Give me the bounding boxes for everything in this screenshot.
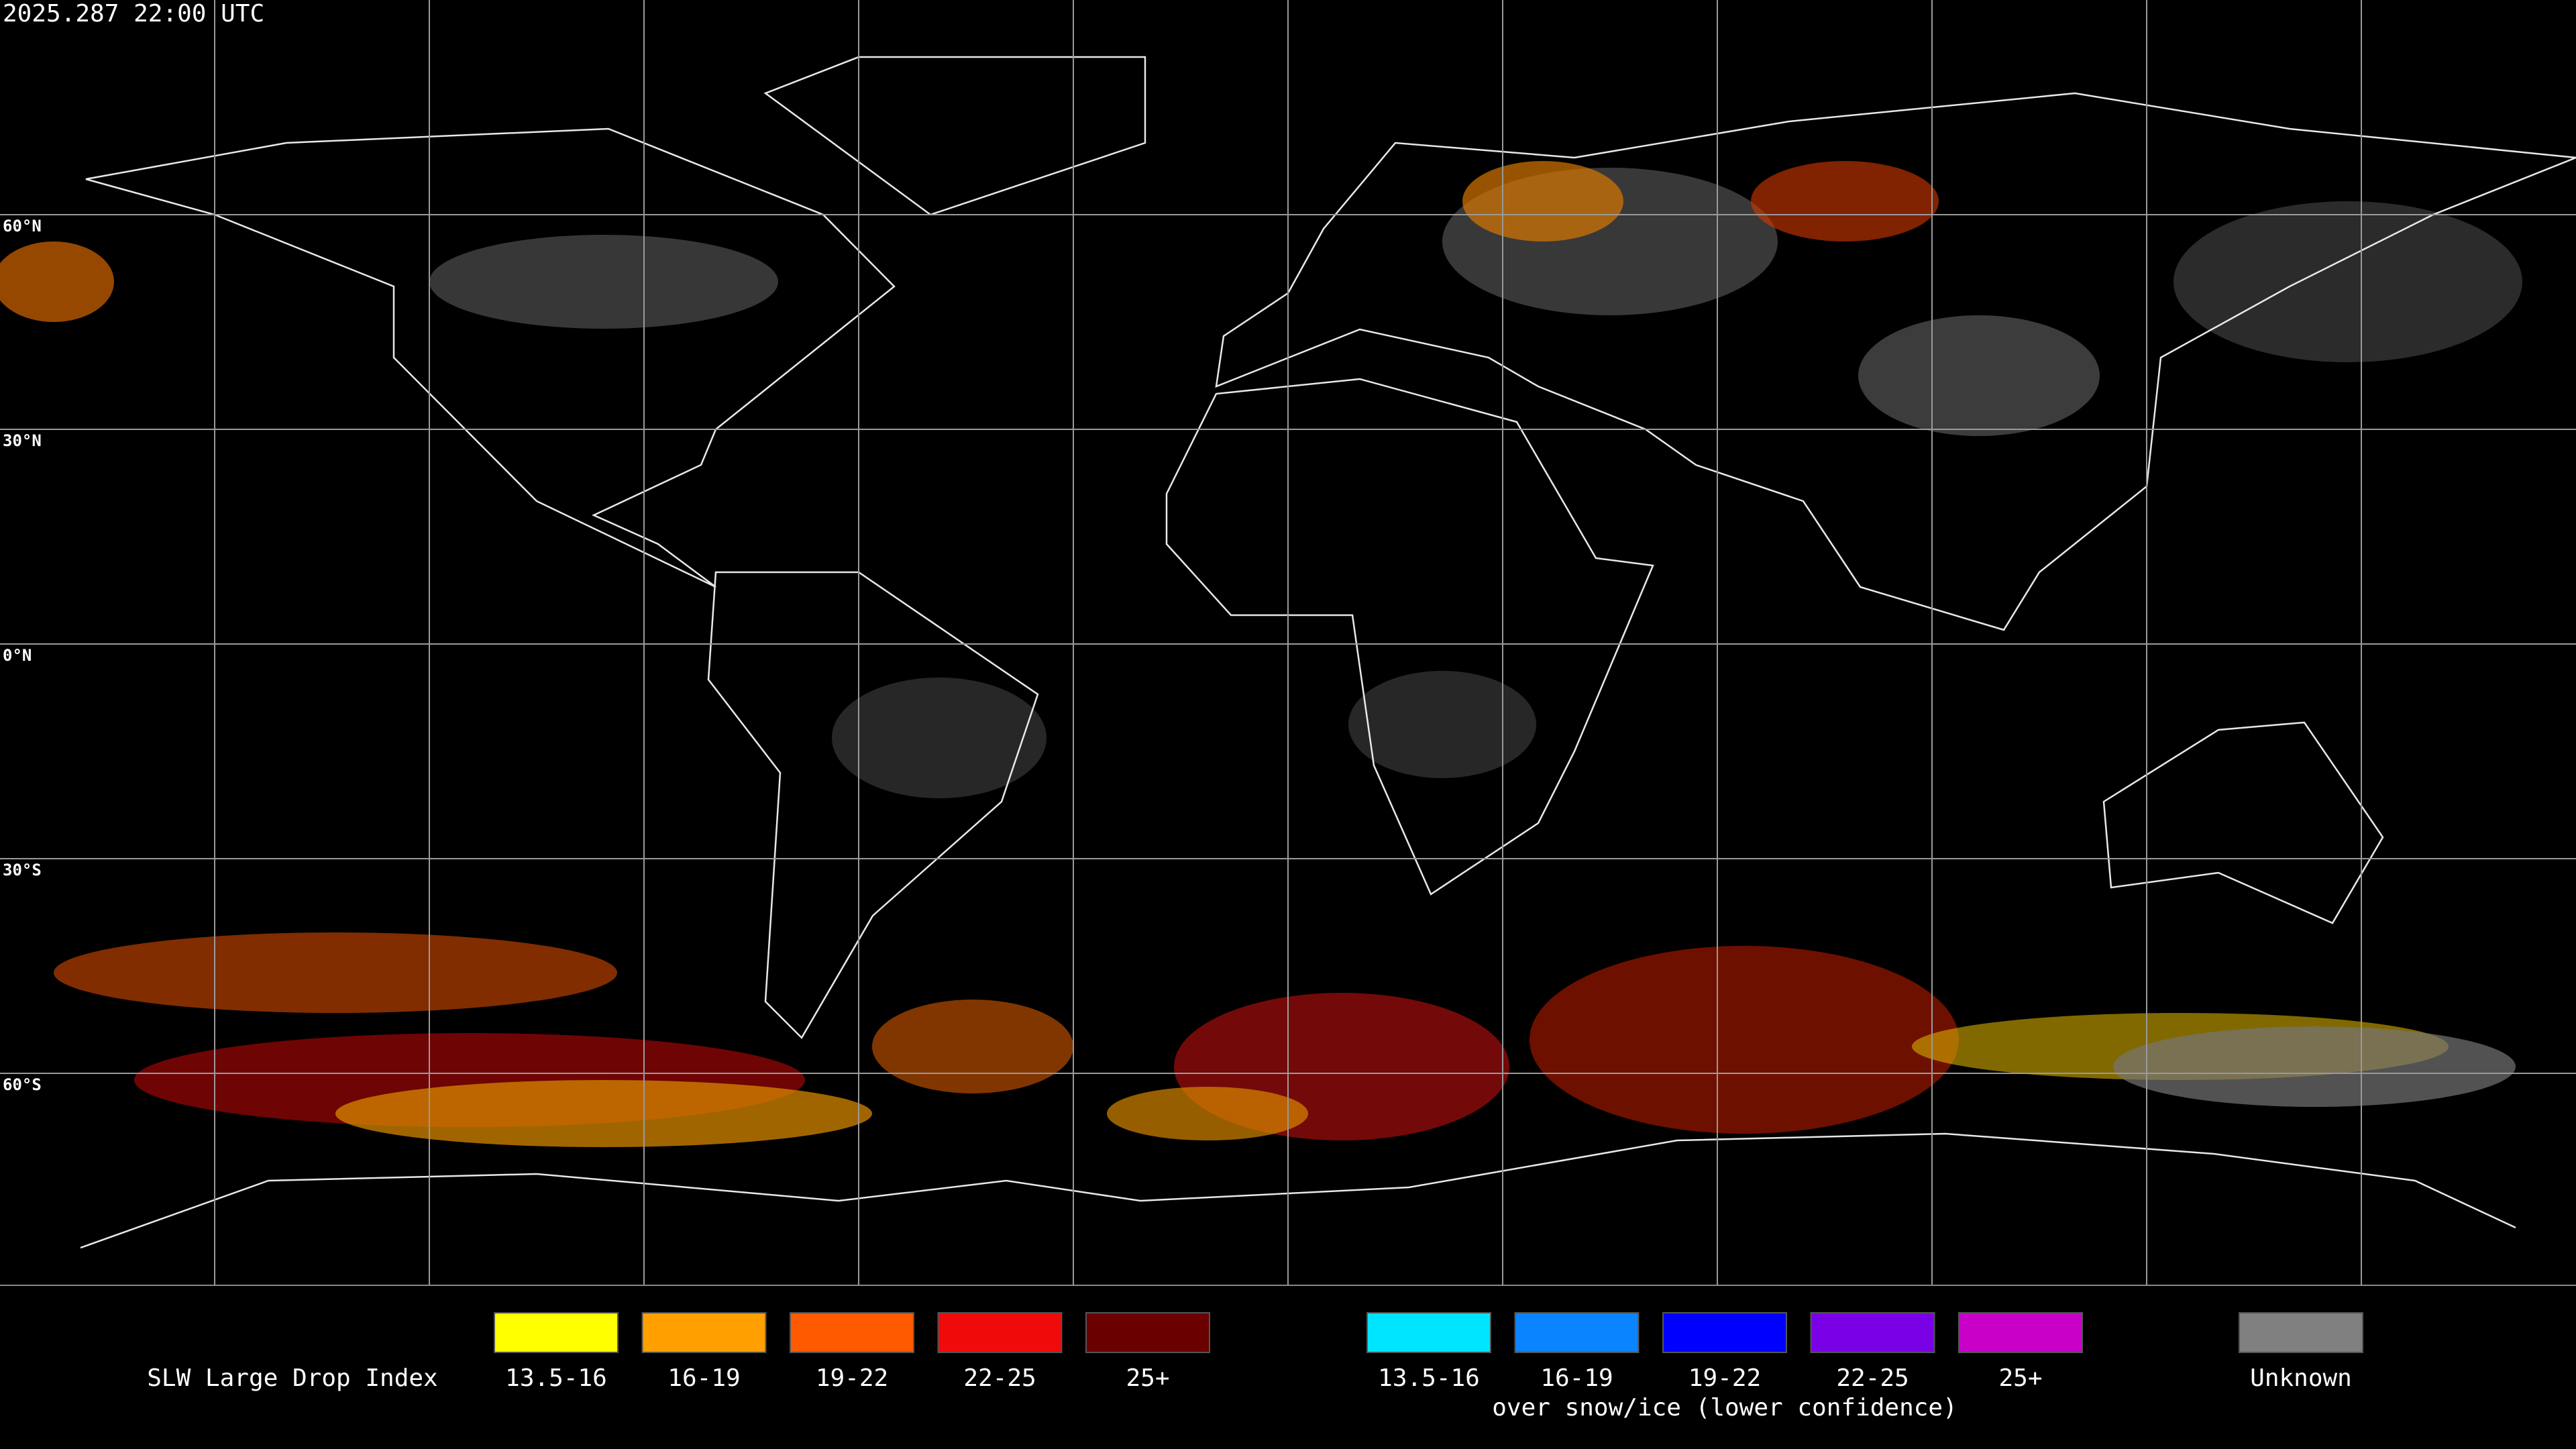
legend-label: 16-19 [667,1364,740,1392]
latitude-label: 60°N [3,217,42,235]
legend-label: 22-25 [1836,1364,1909,1392]
latitude-label: 60°S [3,1075,42,1094]
latitude-labels: 60°N 30°N 0°N 30°S 60°S [3,217,42,1094]
cloud-field [0,161,2522,1147]
legend-swatch [1514,1312,1640,1353]
legend-swatch [494,1312,619,1353]
legend-swatch [1366,1312,1491,1353]
legend-swatch [1810,1312,1935,1353]
legend-swatch [1085,1312,1210,1353]
legend-label: 25+ [1998,1364,2042,1392]
legend-swatch [1958,1312,2083,1353]
legend-swatch [937,1312,1063,1353]
legend-label: 22-25 [963,1364,1036,1392]
legend-label: 16-19 [1540,1364,1613,1392]
legend-label: 19-22 [1688,1364,1761,1392]
legend-label: 13.5-16 [1378,1364,1480,1392]
legend-swatch [1662,1312,1787,1353]
latitude-label: 0°N [3,646,32,665]
snow-ice-note: over snow/ice (lower confidence) [1492,1394,1957,1421]
legend-swatch [790,1312,914,1353]
timestamp: 2025.287 22:00 UTC [3,0,264,28]
legend-label: Unknown [2250,1364,2352,1392]
graticule [0,0,2576,1285]
legend-label: 19-22 [816,1364,888,1392]
legend: SLW Large Drop Index over snow/ice (lowe… [147,1312,2363,1421]
legend-title: SLW Large Drop Index [147,1364,437,1392]
latitude-label: 30°S [3,861,42,879]
legend-label: 25+ [1126,1364,1169,1392]
latitude-label: 30°N [3,431,42,450]
coastlines [80,56,2576,1249]
legend-swatch [2239,1312,2363,1353]
legend-label: 13.5-16 [505,1364,607,1392]
legend-swatch [641,1312,767,1353]
